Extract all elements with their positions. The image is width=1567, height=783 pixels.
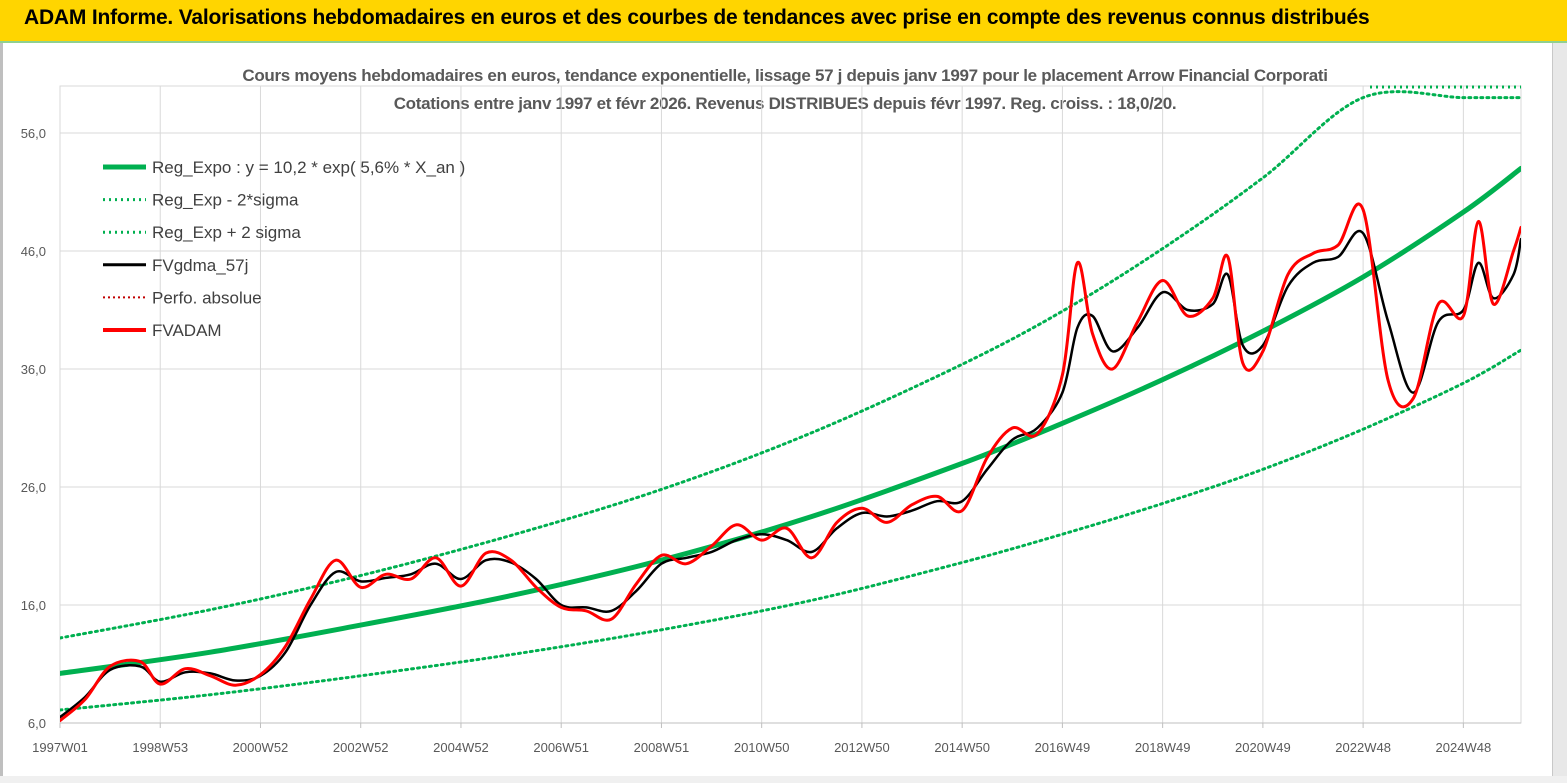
series-line-2 bbox=[60, 348, 1521, 712]
series-layer bbox=[60, 85, 1521, 723]
legend-label: Reg_Expo : y = 10,2 * exp( 5,6% * X_an ) bbox=[152, 158, 465, 177]
legend-label: FVADAM bbox=[152, 321, 222, 340]
x-tick-label: 2010W50 bbox=[734, 740, 790, 755]
x-tick-label: 2024W48 bbox=[1436, 740, 1492, 755]
legend-label: Perfo. absolue bbox=[152, 288, 262, 307]
chart-title: Cours moyens hebdomadaires en euros, ten… bbox=[242, 66, 1328, 85]
chart-subtitle: Cotations entre janv 1997 et févr 2026. … bbox=[393, 94, 1177, 113]
y-tick-label: 46,0 bbox=[21, 244, 46, 259]
series-line-1 bbox=[60, 165, 1521, 676]
y-tick-label: 26,0 bbox=[21, 480, 46, 495]
y-tick-label: 16,0 bbox=[21, 598, 46, 613]
x-tick-label: 1998W53 bbox=[132, 740, 188, 755]
x-tick-label: 2012W50 bbox=[834, 740, 890, 755]
x-tick-label: 2004W52 bbox=[433, 740, 489, 755]
x-tick-label: 2022W48 bbox=[1335, 740, 1391, 755]
legend: Reg_Expo : y = 10,2 * exp( 5,6% * X_an )… bbox=[103, 158, 465, 340]
x-tick-label: 2016W49 bbox=[1035, 740, 1091, 755]
x-tick-label: 2014W50 bbox=[934, 740, 990, 755]
frame-left-edge bbox=[0, 43, 3, 783]
x-tick-label: 2018W49 bbox=[1135, 740, 1191, 755]
x-tick-label: 2000W52 bbox=[233, 740, 289, 755]
series-line-3 bbox=[60, 90, 1521, 640]
x-tick-label: 2008W51 bbox=[634, 740, 690, 755]
legend-label: FVgdma_57j bbox=[152, 256, 248, 275]
series-line-4 bbox=[60, 229, 1521, 719]
plot-area bbox=[59, 85, 1522, 724]
x-tick-label: 1997W01 bbox=[32, 740, 88, 755]
legend-label: Reg_Exp + 2 sigma bbox=[152, 223, 301, 242]
y-tick-label: 6,0 bbox=[28, 716, 46, 731]
header-title: ADAM Informe. Valorisations hebdomadaire… bbox=[24, 6, 1370, 29]
x-tick-label: 2020W49 bbox=[1235, 740, 1291, 755]
y-tick-label: 36,0 bbox=[21, 362, 46, 377]
grid bbox=[59, 85, 1522, 724]
x-tick-label: 2006W51 bbox=[533, 740, 589, 755]
y-tick-label: 56,0 bbox=[21, 126, 46, 141]
x-tick-label: 2002W52 bbox=[333, 740, 389, 755]
header-underline bbox=[0, 41, 1567, 43]
series-line-6 bbox=[60, 202, 1521, 723]
legend-label: Reg_Exp - 2*sigma bbox=[152, 191, 299, 210]
axes: 6,0 16,0 26,0 36,0 46,0 56,0 1997W01 1998W53 200… bbox=[21, 126, 1521, 755]
vertical-scrollbar[interactable] bbox=[1552, 43, 1567, 783]
frame-bottom-edge bbox=[0, 776, 1567, 783]
header-bar bbox=[0, 0, 1567, 41]
